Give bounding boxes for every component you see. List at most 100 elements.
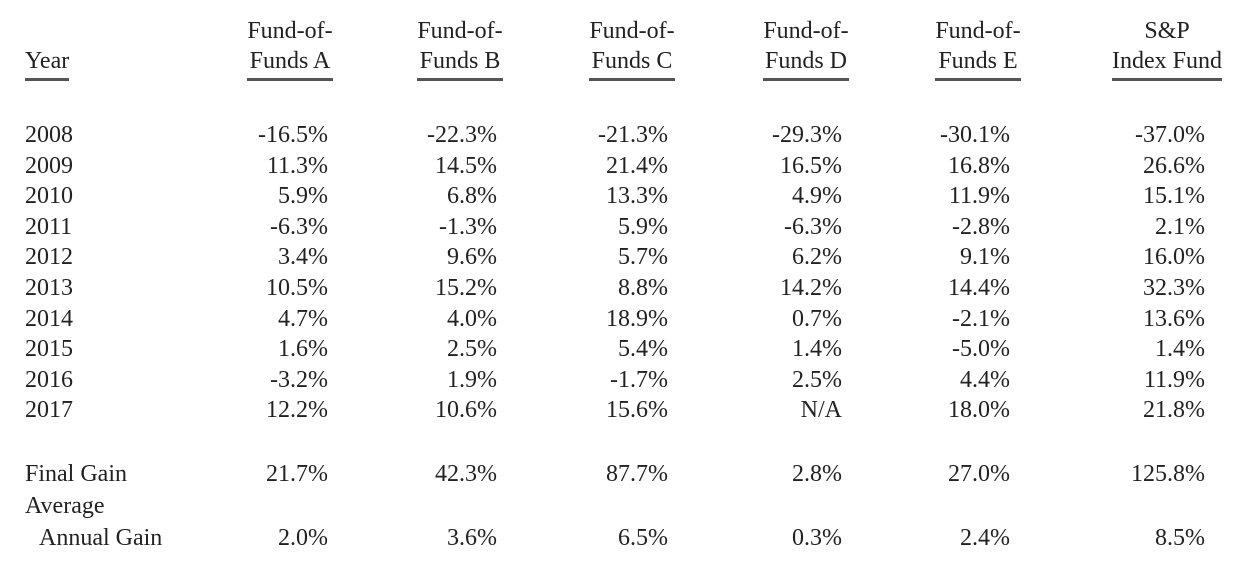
return-value: 15.6% (606, 397, 668, 424)
summary-value: 125.8% (1131, 461, 1205, 487)
return-value: 5.4% (618, 336, 668, 363)
return-value: 15.1% (1143, 183, 1205, 210)
return-value: 14.5% (435, 152, 497, 179)
return-value: 16.8% (948, 152, 1010, 179)
return-value: 32.3% (1143, 275, 1205, 301)
header-underline: Fund-of- Funds C (589, 16, 675, 81)
return-value: 26.6% (1143, 152, 1205, 179)
column-header: S&P Index Fund (1057, 16, 1244, 81)
return-value: 9.6% (447, 244, 497, 271)
return-value: 15.2% (435, 275, 497, 301)
header-underline: Fund-of- Funds E (935, 16, 1021, 81)
return-value: 13.3% (606, 183, 668, 210)
year-label: 2013 (25, 275, 73, 301)
return-value: 11.9% (1143, 366, 1205, 393)
return-value: 4.9% (792, 183, 842, 210)
return-value: 1.4% (1155, 336, 1205, 363)
return-value: N/A (800, 397, 842, 424)
return-value: 2.1% (1155, 213, 1205, 240)
year-label: 2009 (25, 152, 73, 179)
return-value: 8.8% (618, 275, 668, 301)
column-header: Fund-of- Funds C (522, 16, 742, 81)
header-text: Fund-of- (247, 18, 333, 44)
header-underline: Year (25, 46, 70, 81)
return-value: 18.9% (606, 305, 668, 332)
header-text: S&P (1144, 18, 1190, 44)
summary-value: 2.0% (278, 524, 328, 551)
return-value: 10.5% (266, 275, 328, 301)
header-underline: S&P Index Fund (1112, 16, 1222, 81)
return-value: -29.3% (772, 122, 842, 148)
header-text: Funds D (764, 48, 847, 74)
return-value: -5.0% (952, 336, 1010, 363)
return-value: 18.0% (948, 397, 1010, 424)
return-value: -30.1% (940, 122, 1010, 148)
summary-value: 6.5% (618, 524, 668, 551)
return-value: 1.6% (278, 336, 328, 363)
header-text: Fund-of- (417, 18, 503, 44)
return-value: -16.5% (258, 122, 328, 148)
summary-value: 2.4% (960, 524, 1010, 551)
return-value: -1.7% (610, 366, 668, 393)
return-value: 5.9% (618, 213, 668, 240)
summary-value: 21.7% (266, 461, 328, 487)
column-header: Fund-of- Funds D (696, 16, 916, 81)
return-value: 12.2% (266, 397, 328, 424)
return-value: 1.4% (792, 336, 842, 363)
header-text: Fund-of- (763, 18, 849, 44)
header-text: Funds A (249, 48, 331, 74)
summary-value: 8.5% (1155, 524, 1205, 551)
return-value: -1.3% (439, 213, 497, 240)
header-text: Funds C (591, 48, 673, 74)
header-text: Year (25, 48, 70, 74)
return-value: 6.8% (447, 183, 497, 210)
summary-value: 42.3% (435, 461, 497, 487)
summary-label: Final Gain (25, 461, 127, 487)
return-value: 16.0% (1143, 244, 1205, 271)
header-text: Index Fund (1112, 48, 1222, 74)
year-label: 2008 (25, 122, 73, 148)
return-value: -6.3% (784, 213, 842, 240)
return-value: 11.3% (266, 152, 328, 179)
return-value: 4.7% (278, 305, 328, 332)
return-value: 13.6% (1143, 305, 1205, 332)
return-value: 3.4% (278, 244, 328, 271)
return-value: 14.4% (948, 275, 1010, 301)
year-label: 2012 (25, 244, 73, 271)
header-text: Funds E (938, 48, 1018, 74)
column-header: Fund-of- Funds A (180, 16, 400, 81)
return-value: -2.8% (952, 213, 1010, 240)
summary-value: 0.3% (792, 524, 842, 551)
header-text: Fund-of- (935, 18, 1021, 44)
return-value: -22.3% (427, 122, 497, 148)
return-value: 21.4% (606, 152, 668, 179)
return-value: 6.2% (792, 244, 842, 271)
return-value: 10.6% (435, 397, 497, 424)
summary-value: 87.7% (606, 461, 668, 487)
summary-value: 27.0% (948, 461, 1010, 487)
return-value: 2.5% (447, 336, 497, 363)
return-value: -2.1% (952, 305, 1010, 332)
return-value: 5.9% (278, 183, 328, 210)
return-value: -6.3% (270, 213, 328, 240)
year-label: 2010 (25, 183, 73, 210)
column-header: Fund-of- Funds B (350, 16, 570, 81)
return-value: 16.5% (780, 152, 842, 179)
return-value: 5.7% (618, 244, 668, 271)
year-label: 2011 (25, 213, 73, 240)
summary-value: 2.8% (792, 461, 842, 487)
return-value: 9.1% (960, 244, 1010, 271)
return-value: 14.2% (780, 275, 842, 301)
return-value: 4.0% (447, 305, 497, 332)
return-value: -3.2% (270, 366, 328, 393)
year-label: 2017 (25, 397, 73, 424)
year-label: 2016 (25, 366, 73, 393)
return-value: 1.9% (447, 366, 497, 393)
return-value: 21.8% (1143, 397, 1205, 424)
summary-label: Annual Gain (39, 524, 163, 551)
column-header: Year (25, 46, 245, 81)
year-label: 2014 (25, 305, 73, 332)
return-value: 11.9% (948, 183, 1010, 210)
header-underline: Fund-of- Funds D (763, 16, 849, 81)
